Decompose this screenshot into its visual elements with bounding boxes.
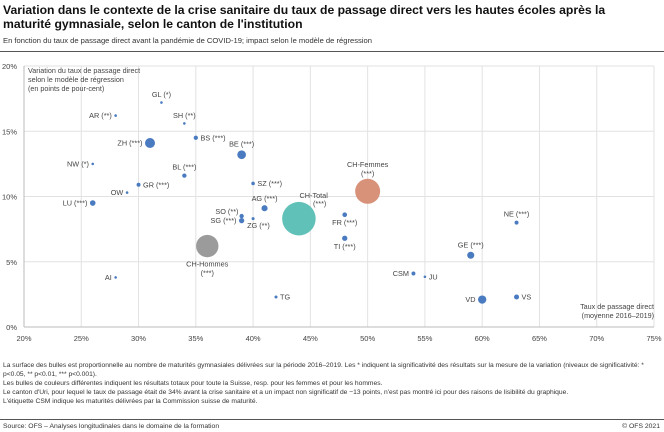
y-tick-label: 0% [6, 323, 17, 332]
x-tick-label: 60% [475, 334, 490, 343]
bubble-label: OW [111, 188, 124, 197]
bubble-label: GL (*) [152, 90, 171, 99]
copyright: © OFS 2021 [622, 423, 660, 430]
bubble-vs [514, 294, 520, 300]
bubble-label: LU (***) [63, 199, 88, 208]
bubble-label: SH (**) [173, 111, 196, 120]
bubble-be [237, 150, 246, 160]
bubble-label: TI (***) [334, 242, 356, 251]
bubble-ch-femmes [355, 178, 381, 204]
footnote: La surface des bulles est proportionnell… [3, 362, 644, 378]
x-tick-label: 25% [74, 334, 89, 343]
y-axis-label: (en points de pour-cent) [28, 84, 104, 93]
y-axis-label: selon le modèle de régression [28, 75, 124, 84]
bubble-label: CH-Hommes [186, 259, 229, 268]
y-tick-label: 10% [2, 193, 17, 202]
bubble-label: VD [465, 295, 475, 304]
bubble-bs [193, 135, 198, 140]
bubble-label: GE (***) [458, 241, 484, 250]
footnote: Le canton d'Uri, pour lequel le taux de … [3, 389, 569, 396]
bubble-label: TG [280, 293, 290, 302]
bubble-label: CH-Femmes [347, 160, 389, 169]
bubble-zg [251, 217, 255, 221]
bubble-label: (***) [313, 199, 326, 208]
bubble-csm [411, 271, 416, 276]
footnotes: La surface des bulles est proportionnell… [3, 361, 658, 406]
x-axis-label: (moyenne 2016–2019) [582, 311, 654, 320]
bubble-vd [478, 295, 487, 304]
bubble-zh [145, 137, 155, 148]
bubble-label: GR (***) [143, 180, 169, 189]
bubble-ai [114, 276, 117, 279]
bubble-bl [182, 173, 187, 178]
bubble-label: BL (***) [172, 162, 196, 171]
chart-title: Variation dans le contexte de la crise s… [3, 3, 606, 31]
bubble-label: AI [105, 273, 112, 282]
bubble-label: SG (***) [211, 216, 237, 225]
source: Source: OFS – Analyses longitudinales da… [3, 423, 220, 430]
bubble-label: VS [522, 293, 532, 302]
x-tick-label: 70% [589, 334, 604, 343]
bubble-label: ZG (**) [247, 221, 270, 230]
chart-subtitle: En fonction du taux de passage direct av… [3, 36, 372, 45]
y-tick-label: 5% [6, 258, 17, 267]
x-tick-label: 30% [131, 334, 146, 343]
y-axis-label: Variation du taux de passage direct [28, 66, 140, 75]
header-rule [0, 51, 664, 52]
x-tick-label: 40% [246, 334, 261, 343]
bubble-label: CH-Total [299, 191, 328, 200]
bubble-ti [342, 235, 348, 241]
x-tick-label: 50% [360, 334, 375, 343]
bubble-gl [160, 101, 163, 104]
bubble-fr [342, 212, 348, 218]
bubble-ge [467, 251, 475, 259]
bubble-ow [125, 191, 129, 194]
bubble-label: JU [429, 272, 438, 281]
footnote: Les bulles de couleurs différentes indiq… [3, 380, 383, 387]
bubble-ju [423, 275, 427, 279]
bubble-ar [114, 114, 117, 117]
bubble-ne [514, 220, 519, 225]
y-tick-label: 15% [2, 127, 17, 136]
bubble-sh [183, 122, 186, 125]
bubble-label: CSM [393, 269, 409, 278]
x-tick-label: 75% [646, 334, 661, 343]
footer-rule [0, 419, 664, 420]
bubble-label: SO (**) [215, 207, 238, 216]
bubble-sz [251, 181, 255, 186]
bubble-lu [89, 200, 96, 206]
x-tick-label: 20% [16, 334, 31, 343]
bubble-label: AR (**) [89, 111, 112, 120]
bubble-nw [91, 162, 95, 166]
bubble-gr [136, 182, 141, 187]
bubble-label: ZH (***) [117, 139, 142, 148]
x-axis-label: Taux de passage direct [580, 302, 654, 311]
x-tick-label: 45% [303, 334, 318, 343]
bubble-label: BE (***) [229, 139, 254, 148]
bubble-ch-hommes [196, 234, 219, 258]
x-tick-label: 35% [188, 334, 203, 343]
bubble-sg [238, 217, 245, 224]
bubble-label: NE (***) [504, 210, 530, 219]
bubble-label: BS (***) [200, 133, 225, 142]
x-tick-label: 55% [417, 334, 432, 343]
footnote: L'étiquette CSM indique les maturités dé… [3, 398, 258, 405]
bubble-label: FR (***) [332, 218, 357, 227]
bubble-so [239, 213, 244, 219]
x-tick-label: 65% [532, 334, 547, 343]
y-tick-label: 20% [2, 62, 17, 71]
bubble-label: NW (*) [67, 159, 89, 168]
bubble-ch-total [282, 201, 316, 236]
bubble-label: AG (***) [252, 194, 278, 203]
bubble-label: SZ (***) [257, 179, 282, 188]
bubble-ag [261, 205, 268, 212]
bubble-label: (***) [361, 169, 374, 178]
bubble-tg [274, 295, 278, 299]
bubble-label: (***) [201, 268, 214, 277]
